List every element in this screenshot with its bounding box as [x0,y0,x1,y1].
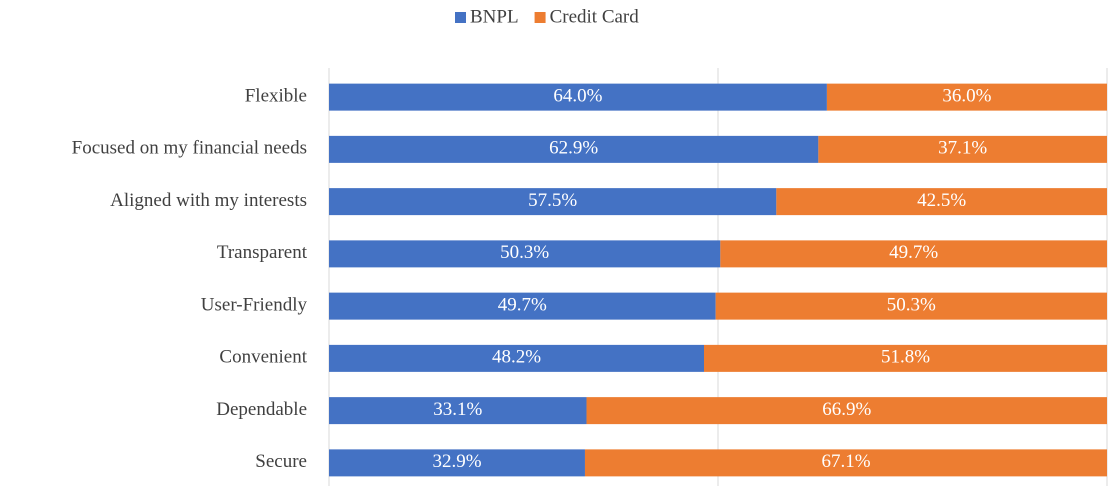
data-label: 66.9% [822,399,871,420]
y-tick-label: Secure [255,451,307,472]
y-tick-label: User-Friendly [201,294,308,315]
data-label: 64.0% [553,85,602,106]
bar-segment [818,135,1107,163]
y-tick-label: Convenient [219,347,307,368]
bar-segment [329,188,777,216]
bar-segment [329,240,721,268]
y-tick-label: Focused on my financial needs [72,138,307,159]
legend-swatch [534,12,546,23]
bar-segment [329,135,819,163]
bar-segment [720,240,1107,268]
bar-segment [826,83,1107,111]
bar-segment [329,83,827,111]
bar-segment [329,292,716,320]
data-label: 50.3% [500,242,549,263]
data-label: 50.3% [887,294,936,315]
y-tick-label: Transparent [217,242,308,263]
bar-segment [329,344,704,372]
bar-segment [329,397,587,425]
data-label: 32.9% [432,451,481,472]
bar-segment [715,292,1107,320]
y-tick-label: Dependable [216,399,307,420]
legend-label: BNPL [470,6,519,27]
data-label: 49.7% [889,242,938,263]
data-label: 36.0% [942,85,991,106]
data-label: 49.7% [498,294,547,315]
data-label: 42.5% [917,190,966,211]
data-label: 62.9% [549,138,598,159]
bar-segment [584,449,1107,477]
bar-segment [329,449,585,477]
y-tick-label: Flexible [245,85,307,106]
data-label: 51.8% [881,347,930,368]
y-tick-label: Aligned with my interests [110,190,307,211]
bar-segment [703,344,1107,372]
data-label: 37.1% [938,138,987,159]
data-label: 57.5% [528,190,577,211]
data-label: 67.1% [821,451,870,472]
bar-segment [586,397,1107,425]
bar-segment [776,188,1107,216]
legend-swatch [455,12,466,23]
legend-label: Credit Card [550,6,640,27]
data-label: 48.2% [492,347,541,368]
data-label: 33.1% [433,399,482,420]
